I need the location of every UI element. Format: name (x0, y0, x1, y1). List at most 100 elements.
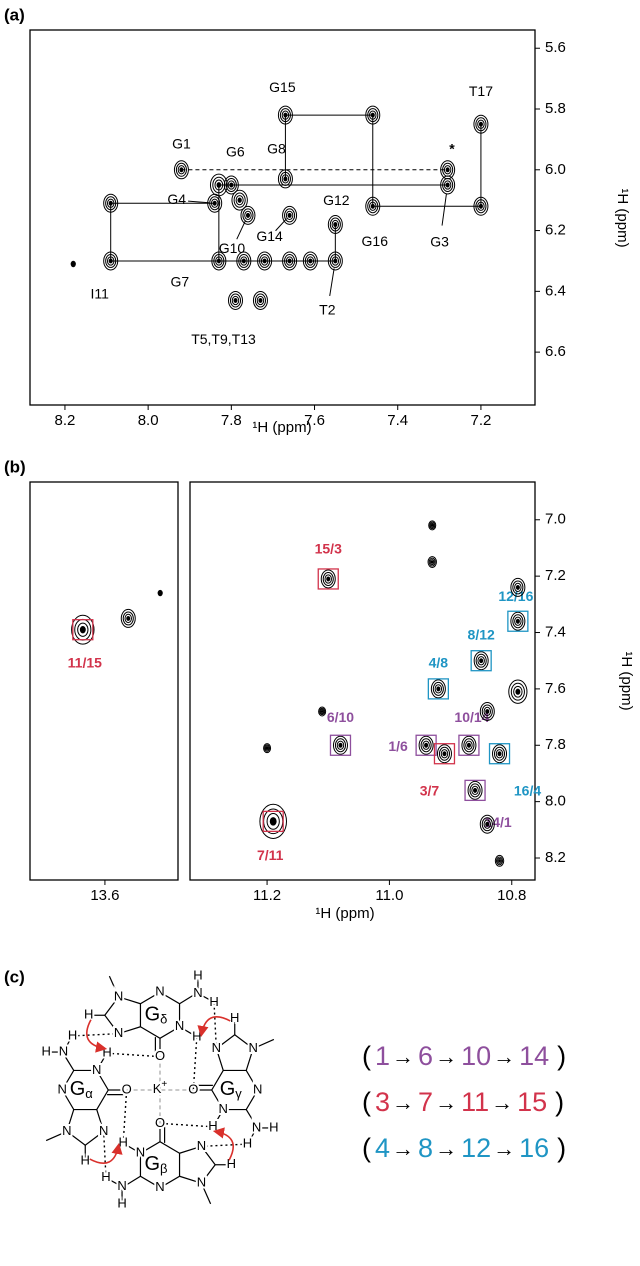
contour (479, 814, 495, 834)
peak (494, 854, 505, 867)
peak (479, 701, 495, 721)
bond (179, 994, 195, 1005)
peak (223, 175, 239, 195)
contour (285, 210, 294, 221)
contour (473, 114, 489, 134)
contour (304, 253, 316, 268)
contour (262, 258, 267, 264)
contour (430, 522, 435, 528)
atom-label: H (101, 1169, 110, 1184)
contour (284, 253, 296, 268)
contour (320, 569, 336, 589)
bond (252, 1038, 275, 1050)
bond (126, 1144, 141, 1154)
contour (483, 706, 492, 717)
peak (236, 251, 252, 271)
atom-label: H (269, 1119, 278, 1134)
atom-label: N (175, 1018, 184, 1033)
leader-line (329, 268, 335, 297)
peak-label: G8 (267, 141, 286, 157)
residue-number: 6 (418, 1041, 433, 1071)
contour (473, 787, 478, 793)
atom-label: H (41, 1043, 50, 1058)
peak-label: G3 (430, 234, 449, 250)
peak (428, 520, 437, 531)
contour (475, 199, 487, 214)
plot-frame (189, 481, 536, 881)
base-label: Gα (70, 1078, 94, 1101)
contour (263, 743, 272, 754)
contour (264, 744, 271, 752)
contour (508, 679, 528, 704)
bracket: ( (362, 1087, 371, 1117)
peak-box (488, 743, 511, 765)
peak (365, 196, 381, 216)
contour (420, 738, 432, 753)
y-tick-label: 7.4 (545, 623, 566, 640)
contour (103, 251, 119, 271)
contour (436, 686, 441, 692)
peak-box (470, 650, 492, 672)
contour (106, 256, 115, 266)
contour (443, 165, 452, 175)
contour (326, 576, 331, 582)
contour (254, 293, 266, 308)
contour (284, 208, 296, 223)
contour (429, 559, 435, 566)
contour (212, 176, 226, 194)
contour (252, 290, 268, 310)
contour (320, 709, 324, 713)
base-name: G (220, 1078, 236, 1100)
peak (252, 290, 268, 310)
atom-label: N (155, 1179, 164, 1194)
bracket: ( (362, 1041, 371, 1071)
base-name: G (70, 1078, 86, 1100)
atom-label: N (117, 1178, 126, 1193)
contour (332, 735, 348, 755)
peak (103, 193, 119, 213)
peak (327, 214, 343, 234)
peak (257, 251, 273, 271)
sequence-row: (1→ 6→ 10→ 14) (362, 1041, 566, 1071)
peak (436, 744, 452, 764)
contour (245, 212, 251, 218)
panel-label: (c) (4, 967, 25, 986)
contour (257, 251, 273, 271)
x-tick-label: 11.0 (375, 887, 403, 904)
bond (108, 975, 120, 998)
atom-label: N (136, 1145, 145, 1160)
contour (223, 175, 239, 195)
peak-label: 7/11 (257, 847, 284, 863)
y-tick-label: 5.6 (545, 39, 566, 56)
contour (498, 859, 501, 863)
peak-label: 8/12 (468, 626, 495, 642)
contour (445, 182, 450, 188)
residue-number: 14 (519, 1041, 549, 1071)
atom-label: H (68, 1027, 77, 1042)
contour (469, 783, 481, 798)
y-tick-label: 7.8 (545, 736, 566, 753)
peak (492, 744, 508, 764)
base-subscript: δ (160, 1012, 167, 1027)
contour (260, 256, 269, 266)
contour (287, 212, 292, 218)
contour (327, 214, 343, 234)
peak-label: 16/4 (514, 782, 541, 798)
contour (158, 591, 162, 595)
atom-label: N (252, 1119, 261, 1134)
contour (259, 253, 271, 268)
contour (229, 293, 242, 308)
contour (430, 560, 434, 564)
peak-box (329, 734, 352, 756)
contour (485, 708, 490, 714)
contour (157, 589, 163, 597)
contour (438, 746, 451, 761)
atom-label: H (84, 1007, 93, 1022)
contour (324, 574, 332, 584)
peak-label: G4 (167, 191, 186, 207)
atom-label: N (58, 1081, 67, 1096)
contour (108, 200, 113, 206)
contour (71, 262, 75, 266)
plot-frame (29, 29, 536, 406)
residue-number: 15 (517, 1087, 547, 1117)
